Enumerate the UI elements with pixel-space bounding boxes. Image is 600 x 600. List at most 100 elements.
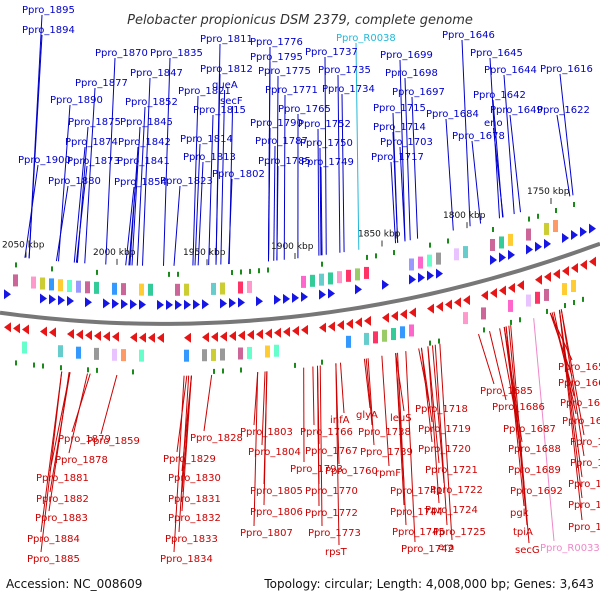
gene-label-forward: Ppro_1873: [67, 156, 120, 167]
forward-feature-arrow: [121, 299, 128, 310]
gene-label-reverse: Ppro_1881: [36, 473, 89, 484]
gene-label-forward: Ppro_1785: [258, 156, 311, 167]
gene-label-reverse: Ppro_1859: [87, 436, 140, 447]
scale-label: 2050 kbp: [2, 241, 45, 251]
gene-label-forward: Ppro_1790: [250, 118, 303, 129]
leader-line: [253, 372, 259, 527]
forward-feature-arrow: [220, 298, 227, 309]
gc-tick: [321, 261, 323, 267]
gene-label-forward: Ppro_1847: [130, 68, 183, 79]
leader-line: [73, 146, 86, 263]
gene-label-reverse: Ppro_1744: [390, 507, 443, 518]
cog-block-forward: [148, 283, 153, 296]
gene-label-forward: Ppro_1644: [484, 65, 537, 76]
reverse-feature-arrow: [382, 312, 389, 323]
cog-block-forward: [58, 279, 63, 292]
forward-feature-arrow: [319, 289, 326, 300]
gc-tick: [546, 308, 548, 314]
gc-tick: [231, 270, 233, 276]
leader-line: [319, 365, 323, 527]
cog-block-reverse: [238, 347, 243, 360]
cog-block-forward: [31, 276, 36, 289]
reverse-feature-arrow: [364, 315, 371, 326]
gene-label-reverse: Ppro_1685: [480, 386, 533, 397]
forward-feature-arrow: [4, 289, 11, 300]
gc-tick: [258, 268, 260, 274]
gene-label-reverse: Ppro_1767: [305, 446, 358, 457]
gene-label-reverse: Ppro_1793: [290, 464, 343, 475]
gene-label-forward: Ppro_1823: [160, 176, 213, 187]
gene-label-reverse: Ppro_1675: [568, 479, 600, 490]
gene-label-reverse: rpmF: [375, 468, 401, 479]
leader-line: [40, 371, 63, 553]
forward-feature-arrow: [427, 270, 434, 281]
forward-feature-arrow: [256, 296, 263, 307]
leader-line: [558, 309, 583, 521]
gc-tick: [42, 363, 44, 369]
leader-line: [492, 127, 504, 218]
gc-tick: [177, 271, 179, 277]
gene-label-reverse: Ppro_1667: [560, 398, 600, 409]
cog-block-forward: [220, 282, 225, 295]
leader-line: [445, 118, 454, 231]
gc-tick: [168, 271, 170, 277]
leader-line: [560, 309, 585, 436]
cog-block-reverse: [247, 346, 252, 359]
gc-tick: [15, 360, 17, 366]
gene-label-forward: Ppro_1765: [278, 104, 331, 115]
reverse-feature-arrow: [481, 290, 488, 301]
leader-line: [320, 166, 323, 256]
cog-block-reverse: [58, 345, 63, 358]
gc-tick: [60, 365, 62, 371]
reverse-feature-arrow: [22, 324, 29, 335]
forward-feature-arrow: [229, 298, 236, 309]
leader-line: [215, 73, 221, 265]
cog-block-forward: [364, 266, 369, 279]
gene-label-reverse: Ppro_1830: [168, 473, 221, 484]
gene-label-forward: Ppro_1775: [258, 66, 311, 77]
gene-label-reverse: Ppro_1773: [308, 528, 361, 539]
forward-feature-arrow: [139, 299, 146, 310]
leader-line: [404, 77, 411, 241]
gc-tick: [267, 267, 269, 273]
leader-line: [478, 333, 495, 385]
gene-label-forward: Ppro_1811: [200, 34, 253, 45]
forward-feature-arrow: [283, 293, 290, 304]
cog-block-reverse: [202, 349, 207, 362]
gene-label-reverse: Ppro_1658: [558, 362, 600, 373]
gene-label-forward: Ppro_1750: [300, 138, 353, 149]
leader-line: [283, 94, 286, 260]
gene-label-reverse: secG: [515, 545, 540, 556]
leader-line: [48, 372, 70, 512]
cog-block-forward: [355, 268, 360, 281]
reverse-feature-arrow: [13, 323, 20, 334]
gene-label-forward: Ppro_1699: [380, 50, 433, 61]
reverse-feature-arrow: [409, 307, 416, 318]
leader-line: [560, 309, 585, 457]
gene-label-forward: Ppro_1845: [120, 117, 173, 128]
cog-block-forward: [94, 281, 99, 294]
forward-feature-arrow: [157, 299, 164, 310]
leader-line: [273, 145, 276, 261]
gene-label-forward: Ppro_1835: [150, 48, 203, 59]
leader-line: [263, 371, 268, 506]
gene-label-reverse: Ppro_1766: [300, 427, 353, 438]
cog-block-forward: [463, 246, 468, 259]
gene-label-forward: Ppro_1703: [380, 137, 433, 148]
gene-label-forward: Ppro_1802: [212, 169, 265, 180]
reverse-feature-arrow: [328, 321, 335, 332]
gene-label-reverse: Ppro_1879: [58, 434, 111, 445]
gene-label-reverse: Ppro_1682: [568, 522, 600, 533]
gc-tick: [96, 269, 98, 275]
cog-block-forward: [427, 254, 432, 267]
forward-feature-arrow: [85, 297, 92, 308]
cog-block-forward: [76, 280, 81, 293]
leader-line: [173, 375, 185, 553]
leader-line: [533, 318, 555, 542]
gene-label-reverse: Ppro_1745: [392, 527, 445, 538]
cog-block-forward: [67, 279, 72, 292]
reverse-feature-arrow: [49, 327, 56, 338]
leader-line: [125, 186, 135, 266]
leader-line: [420, 347, 433, 443]
forward-feature-arrow: [589, 223, 596, 234]
